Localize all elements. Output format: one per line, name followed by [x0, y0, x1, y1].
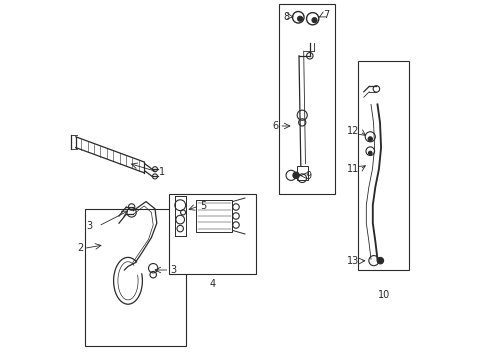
Bar	[85, 209, 186, 346]
Text: 1: 1	[159, 167, 165, 177]
Text: 10: 10	[377, 290, 390, 300]
Text: 5: 5	[200, 201, 206, 211]
Text: 8: 8	[283, 12, 289, 22]
Text: 3: 3	[171, 265, 176, 275]
Circle shape	[293, 172, 299, 179]
Text: 9: 9	[305, 171, 312, 181]
Bar	[358, 61, 409, 270]
Bar	[170, 194, 256, 274]
Text: 2: 2	[77, 243, 83, 253]
Text: 12: 12	[347, 126, 359, 136]
Bar	[279, 4, 335, 194]
Bar	[196, 200, 232, 232]
Circle shape	[297, 16, 303, 21]
Text: 6: 6	[272, 121, 278, 131]
Text: 3: 3	[87, 221, 93, 231]
Circle shape	[368, 137, 372, 141]
Text: 4: 4	[210, 279, 216, 289]
Text: 11: 11	[347, 164, 359, 174]
Circle shape	[368, 151, 372, 155]
Circle shape	[312, 18, 317, 23]
Bar	[297, 166, 308, 180]
Text: 13: 13	[347, 256, 359, 266]
Circle shape	[377, 257, 384, 264]
Text: 7: 7	[323, 10, 330, 21]
